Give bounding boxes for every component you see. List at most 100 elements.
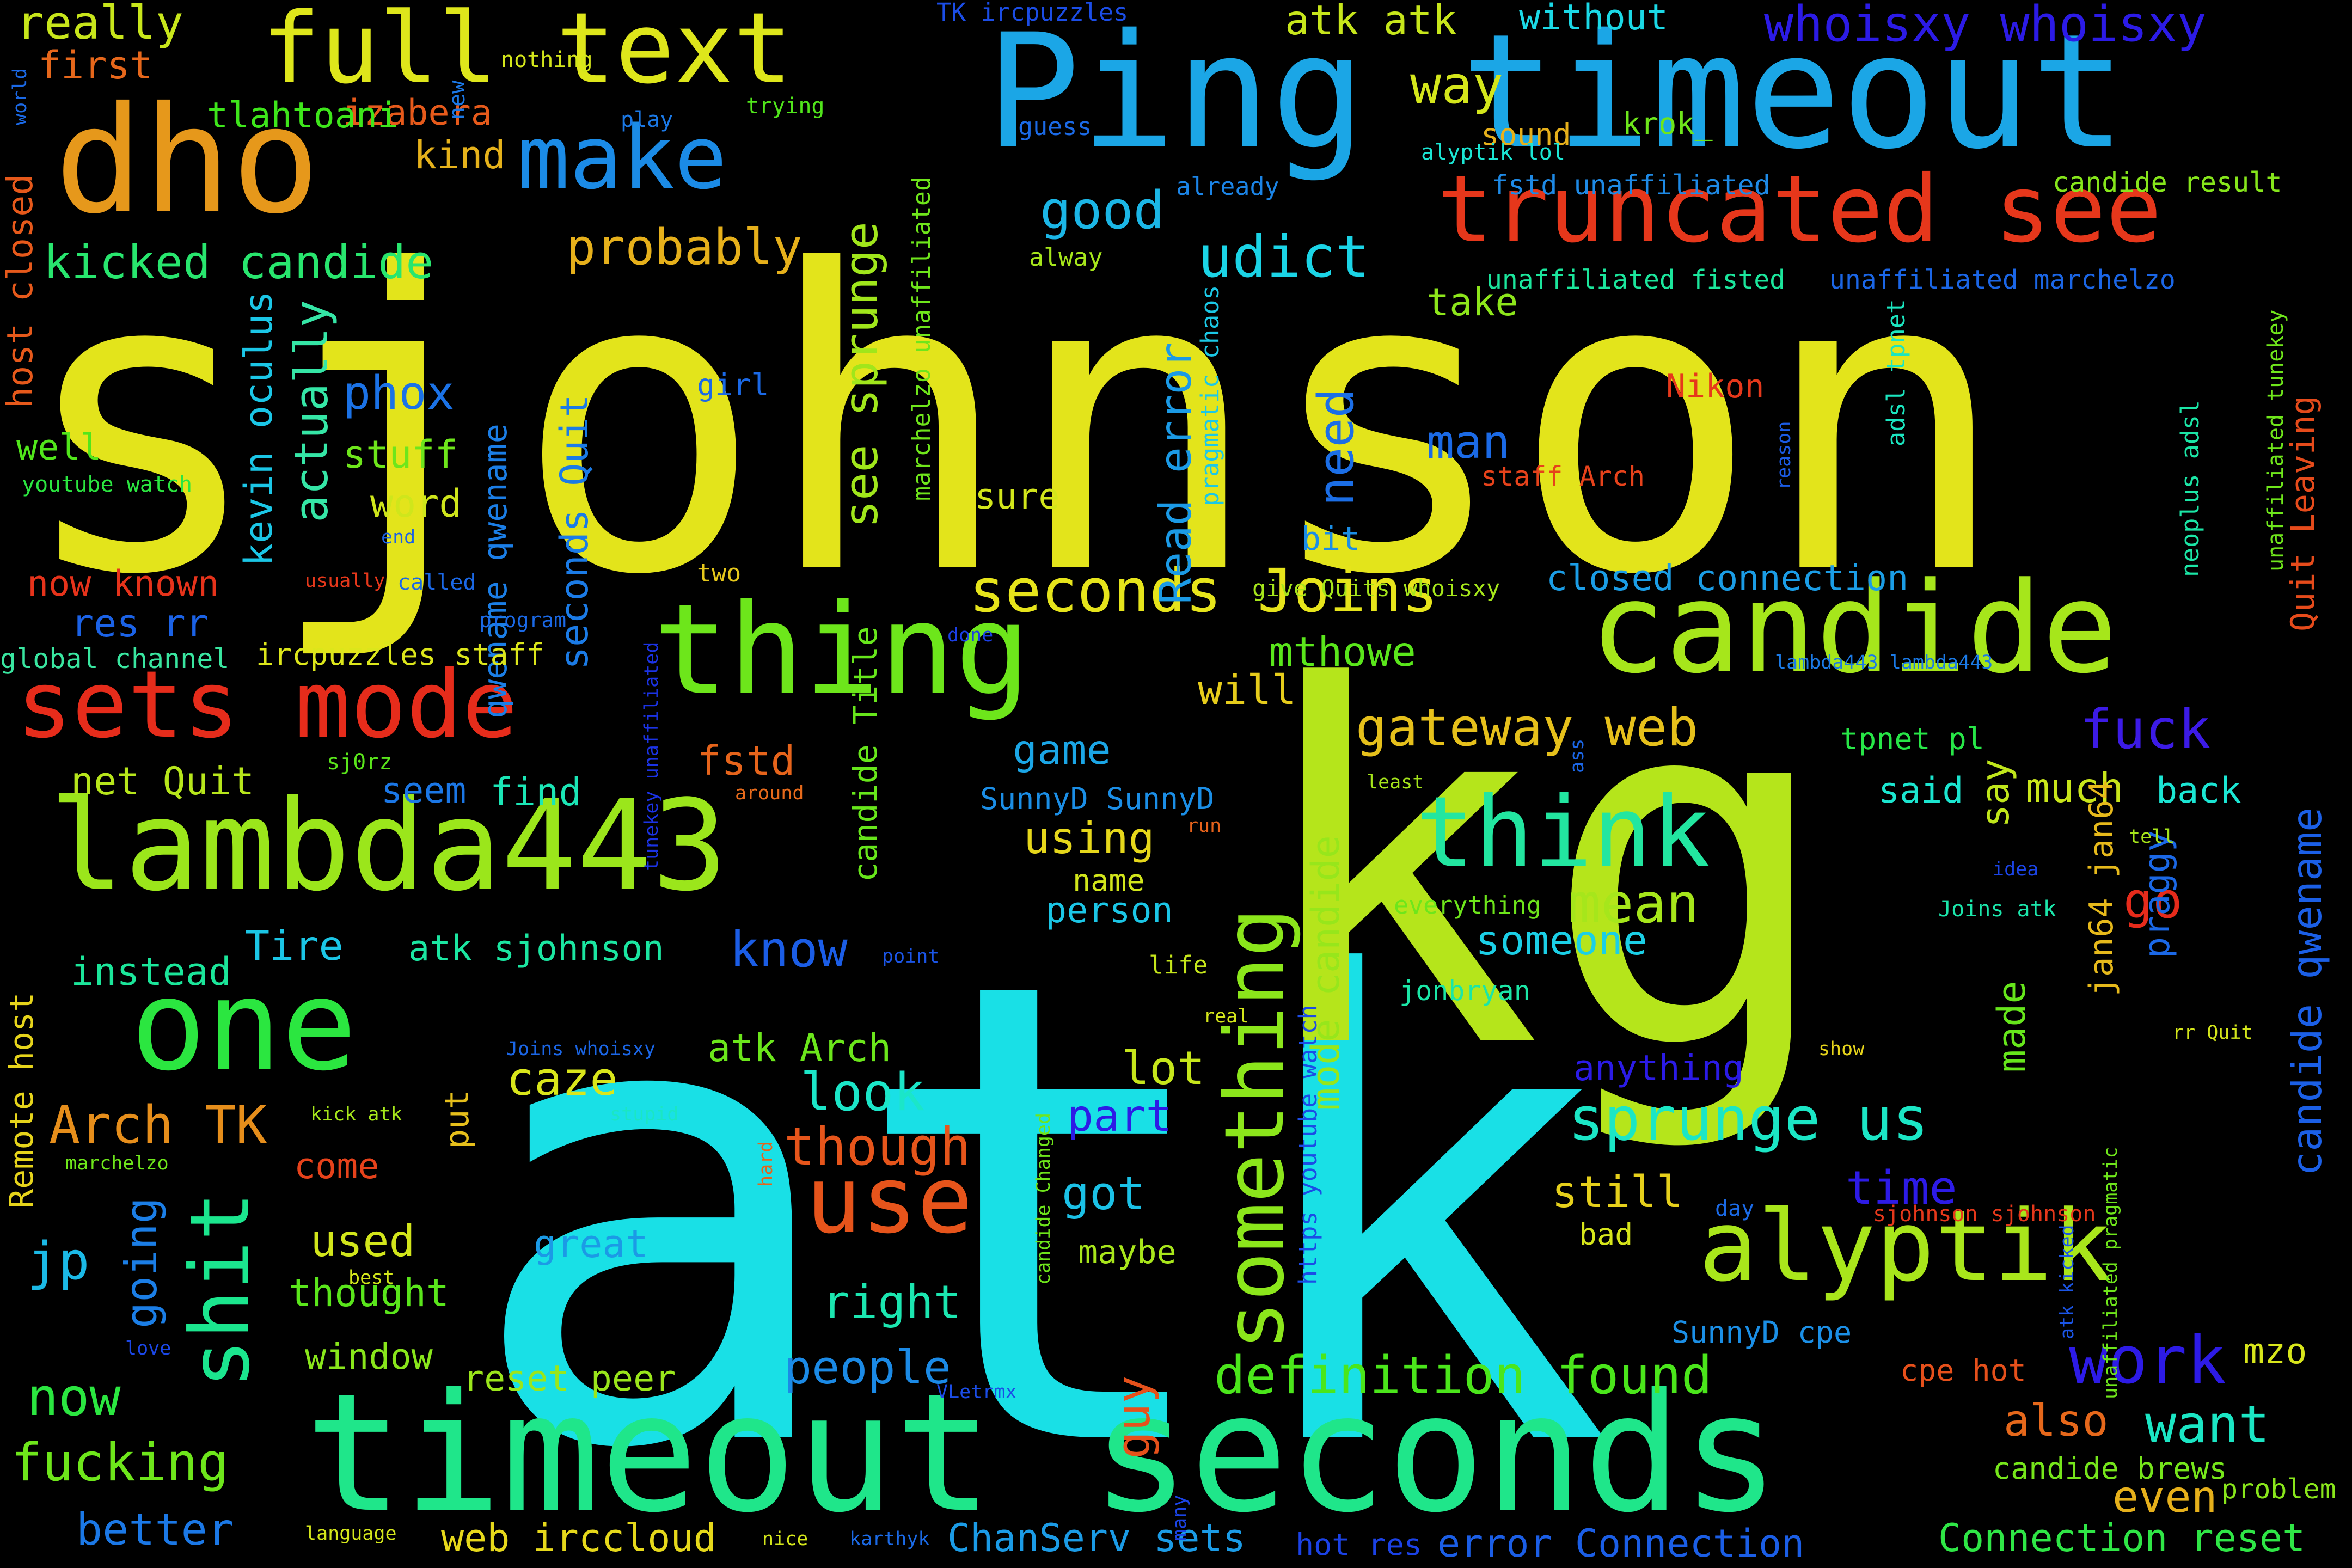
word-cloud-item: usually [305, 570, 385, 592]
word-cloud-item: end [381, 526, 416, 548]
word-cloud-item: already [1176, 172, 1279, 201]
word-cloud-item: izabera [343, 93, 492, 133]
word-cloud-item: atk Arch [708, 1026, 892, 1070]
word-cloud-item: made [1989, 981, 2034, 1073]
word-cloud-item: sets mode [16, 651, 518, 759]
word-cloud-item: global channel [0, 643, 230, 675]
word-cloud-item: word [370, 481, 462, 526]
word-cloud-item: candide qwename [2283, 807, 2331, 1176]
word-cloud-item: idea [1993, 859, 2039, 880]
word-cloud-item: life [1149, 951, 1208, 979]
word-cloud-item: world [9, 68, 31, 125]
word-cloud-item: going [116, 1197, 167, 1328]
word-cloud-item: also [2004, 1395, 2109, 1446]
word-cloud-item: point [882, 946, 940, 967]
word-cloud-item: lot [1122, 1042, 1205, 1095]
word-cloud-item: praggy [2137, 830, 2178, 958]
word-cloud-item: full text [261, 0, 793, 106]
word-cloud-item: ass [1566, 738, 1588, 773]
word-cloud-item: Joins atk [1938, 897, 2056, 922]
word-cloud-item: jp [27, 1232, 90, 1291]
word-cloud-item: jonbryan [1399, 975, 1530, 1007]
word-cloud-item: girl [697, 367, 769, 402]
word-cloud-item: TK ircpuzzles [936, 0, 1129, 27]
word-cloud-item: guy [1107, 1375, 1161, 1459]
word-cloud-item: kick atk [310, 1104, 402, 1125]
word-cloud-item: take [1426, 280, 1518, 324]
word-cloud-item: fuck [2080, 697, 2211, 761]
word-cloud-item: atk sjohnson [408, 928, 664, 969]
word-cloud-item: shit [173, 1191, 268, 1388]
word-cloud-item: karthyk [849, 1528, 930, 1550]
word-cloud-item: around [735, 782, 804, 804]
word-cloud-item: SunnyD SunnyD [980, 781, 1215, 816]
word-cloud-item: reason [1773, 421, 1795, 490]
word-cloud-item: good [1040, 181, 1165, 241]
word-cloud-item: dho [54, 75, 320, 246]
word-cloud-item: though [784, 1117, 971, 1177]
word-cloud-item: Tire [245, 922, 344, 970]
word-cloud-item: kevin oculus [236, 291, 281, 566]
word-cloud-item: language [305, 1523, 397, 1545]
word-cloud-item: come [294, 1146, 379, 1187]
word-cloud-item: marchelzo unaffiliated [907, 176, 936, 501]
word-cloud-item: candide [1590, 556, 2118, 701]
word-cloud-item: person [1045, 890, 1173, 931]
word-cloud-item: think [1416, 776, 1711, 890]
word-cloud-item: lambda443 [49, 774, 728, 919]
word-cloud-item: sjohnson sjohnson [1873, 1202, 2096, 1227]
word-cloud-item: mean [1568, 872, 1699, 935]
word-cloud-item: fstd unaffiliated [1492, 169, 1771, 201]
word-cloud-item: ircpuzzles staff [256, 637, 544, 672]
word-cloud-item: work [2069, 1323, 2226, 1399]
word-cloud-item: used [310, 1216, 415, 1266]
word-cloud-item: phox [343, 366, 455, 420]
word-cloud-item: now known [27, 564, 219, 604]
word-cloud-item: instead [71, 950, 232, 994]
word-cloud-item: now [27, 1368, 121, 1428]
word-cloud-item: alway [1029, 243, 1103, 272]
word-cloud-item: Arch TK [49, 1095, 267, 1155]
word-cloud-item: people [784, 1341, 952, 1395]
word-cloud-item: alyptik [1699, 1190, 2112, 1303]
word-cloud-item: closed connection [1546, 558, 1909, 599]
word-cloud-item: atk kicked [2056, 1224, 2078, 1339]
word-cloud-item: fucking [11, 1433, 229, 1493]
word-cloud-item: sjohnson [16, 184, 2010, 665]
word-cloud-item: see sprunge [835, 222, 889, 528]
word-cloud-item: definition found [1214, 1346, 1713, 1406]
word-cloud-item: make [517, 107, 727, 209]
word-cloud-item: man [1426, 415, 1510, 469]
word-cloud-item: two [697, 559, 742, 587]
word-cloud-item: mthowe [1269, 628, 1416, 676]
word-cloud-item: know [730, 921, 848, 978]
word-cloud-item: game [1013, 726, 1111, 774]
word-cloud-item: hard [755, 1141, 777, 1187]
word-cloud-item: said [1878, 770, 1964, 811]
word-cloud-item: candide result [2053, 167, 2282, 198]
word-cloud-item: seconds Joins [969, 556, 1438, 626]
word-cloud-item: using [1024, 813, 1155, 863]
word-cloud-item: SunnyD cpe [1671, 1315, 1852, 1350]
word-cloud-item: ChanServ sets [947, 1516, 1246, 1560]
word-cloud-item: window [305, 1337, 433, 1377]
word-cloud-item: Read error [1150, 342, 1201, 604]
word-cloud-item: give Quits whoisxy [1252, 575, 1500, 602]
word-cloud-item: great [534, 1222, 648, 1266]
word-cloud-item: way [1410, 56, 1504, 115]
word-cloud-item: tell [2129, 826, 2175, 848]
word-cloud-item: VLetrmx [936, 1381, 1017, 1403]
word-cloud-item: love [125, 1338, 171, 1359]
word-cloud-item: nothing [501, 47, 593, 72]
word-cloud-item: truncated see [1437, 156, 2162, 264]
word-cloud-item: back [2156, 770, 2241, 811]
word-cloud-item: time [1846, 1161, 1957, 1215]
word-cloud-item: neoplus adsl [2176, 400, 2204, 577]
word-cloud-item: look [800, 1063, 925, 1123]
word-cloud-item: https youtube watch [1294, 1004, 1322, 1285]
word-cloud-item: use [806, 1147, 973, 1254]
word-cloud-item: reset peer [463, 1358, 676, 1399]
word-cloud-item: sj0rz [327, 750, 393, 775]
word-cloud-item: pragmatic chaos [1196, 285, 1224, 506]
word-cloud-item: one [131, 953, 357, 1099]
